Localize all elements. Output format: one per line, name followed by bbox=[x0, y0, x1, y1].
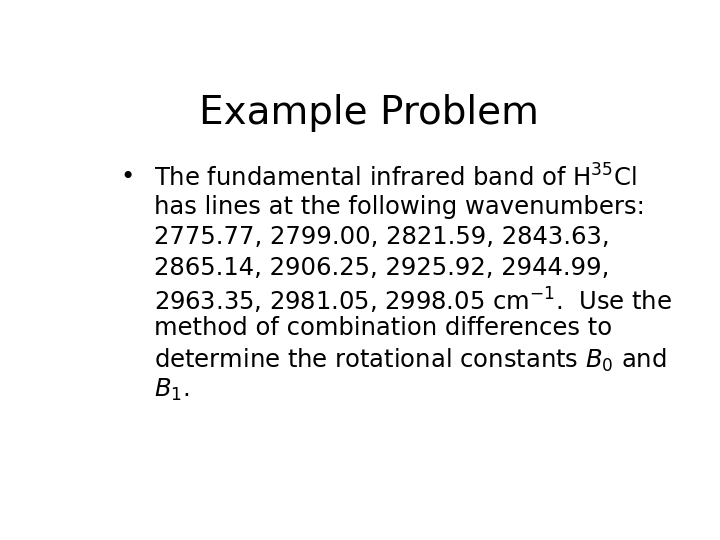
Text: method of combination differences to: method of combination differences to bbox=[154, 316, 612, 340]
Text: has lines at the following wavenumbers:: has lines at the following wavenumbers: bbox=[154, 195, 645, 219]
Text: Example Problem: Example Problem bbox=[199, 94, 539, 132]
Text: The fundamental infrared band of H$^{35}$Cl: The fundamental infrared band of H$^{35}… bbox=[154, 165, 636, 192]
Text: determine the rotational constants $\it{B}_0$ and: determine the rotational constants $\it{… bbox=[154, 347, 667, 374]
Text: 2963.35, 2981.05, 2998.05 cm$^{-1}$.  Use the: 2963.35, 2981.05, 2998.05 cm$^{-1}$. Use… bbox=[154, 286, 672, 316]
Text: 2865.14, 2906.25, 2925.92, 2944.99,: 2865.14, 2906.25, 2925.92, 2944.99, bbox=[154, 255, 610, 280]
Text: $\it{B}_1$.: $\it{B}_1$. bbox=[154, 377, 189, 403]
Text: 2775.77, 2799.00, 2821.59, 2843.63,: 2775.77, 2799.00, 2821.59, 2843.63, bbox=[154, 225, 610, 249]
Text: •: • bbox=[121, 165, 135, 188]
